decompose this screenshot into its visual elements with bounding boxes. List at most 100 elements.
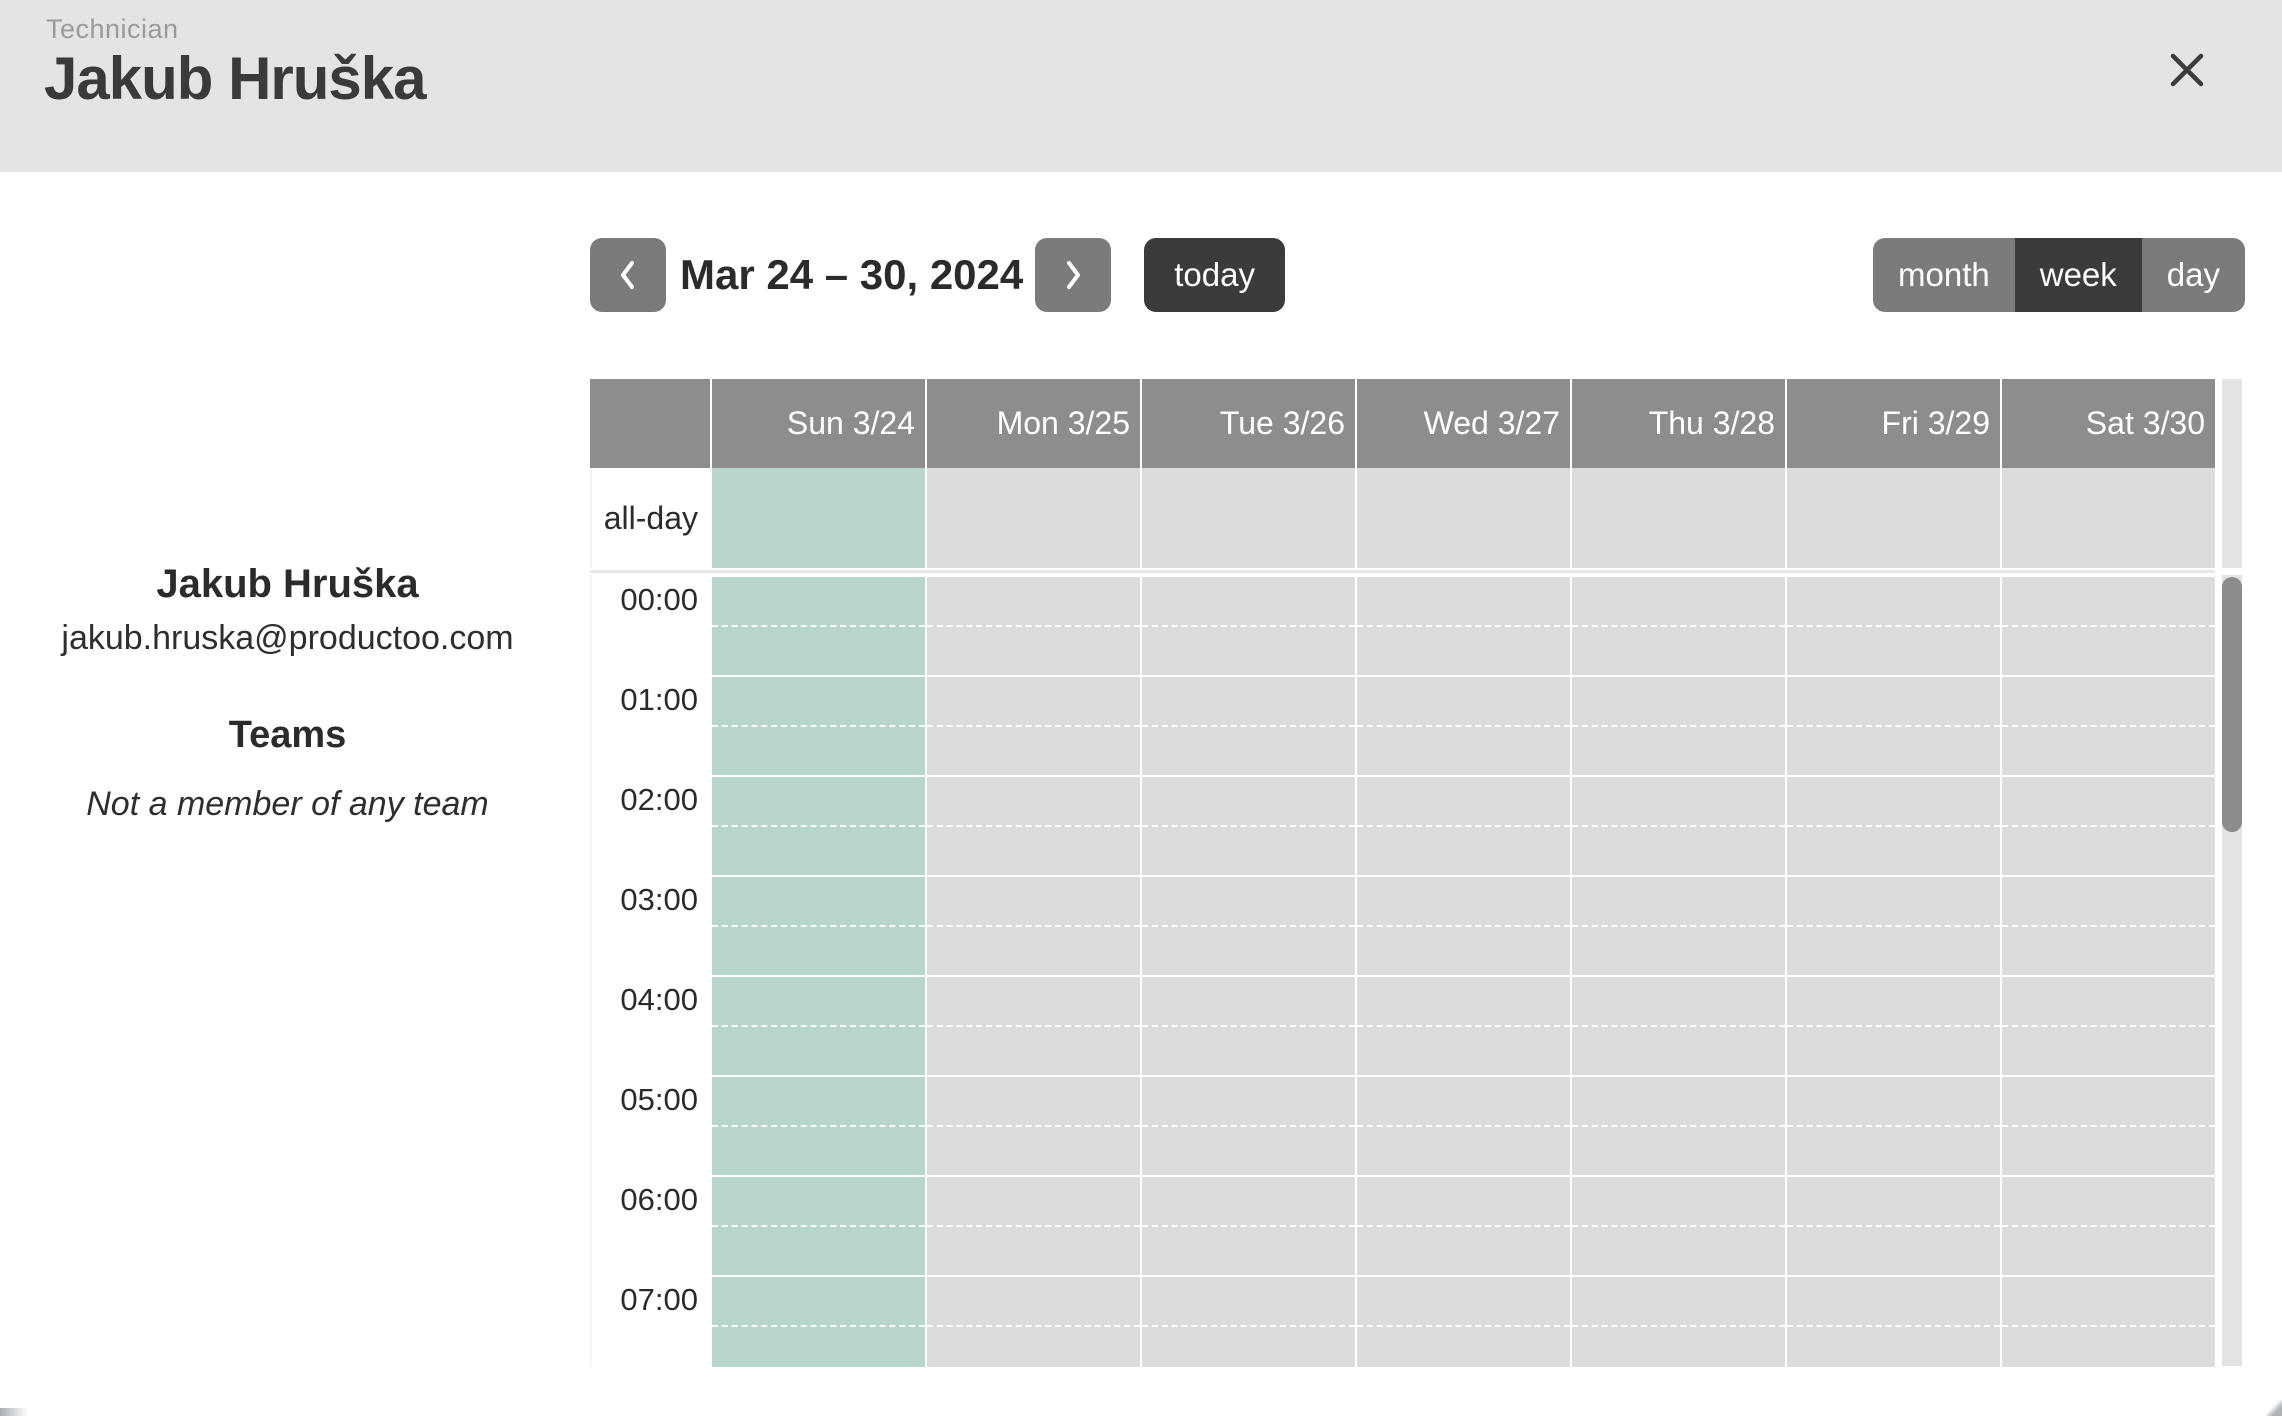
calendar-header-row: Sun 3/24 Mon 3/25 Tue 3/26 Wed 3/27 Thu … [590,379,2215,468]
calendar-title: Mar 24 – 30, 2024 [680,251,1024,298]
time-slot[interactable] [712,675,925,775]
day-column-fri [1785,575,2000,1367]
all-day-cell-sat[interactable] [2000,468,2215,568]
time-slot[interactable] [927,875,1140,975]
close-icon [2162,45,2212,95]
time-label: 02:00 [620,782,698,817]
time-slot[interactable] [1142,875,1355,975]
time-slot[interactable] [1142,775,1355,875]
time-slot[interactable] [1572,575,1785,675]
time-slot[interactable] [1142,1175,1355,1275]
time-slot[interactable] [1572,1275,1785,1367]
time-slot[interactable] [2002,1175,2215,1275]
time-slot[interactable] [2002,575,2215,675]
day-column-thu [1570,575,1785,1367]
time-label: 05:00 [620,1082,698,1117]
profile-panel: Jakub Hruška jakub.hruska@productoo.com … [0,540,575,824]
all-day-cell-tue[interactable] [1140,468,1355,568]
all-day-cell-sun[interactable] [710,468,925,568]
week-calendar: Sun 3/24 Mon 3/25 Tue 3/26 Wed 3/27 Thu … [590,379,2215,1367]
time-slot[interactable] [1357,775,1570,875]
time-grid: 00:00 01:00 02:00 03:00 04:00 05:00 06:0… [590,575,2215,1367]
time-slot[interactable] [1357,675,1570,775]
time-slot[interactable] [712,775,925,875]
time-slot[interactable] [1572,775,1785,875]
time-slot[interactable] [1142,1275,1355,1367]
day-column-sun [710,575,925,1367]
resize-grip [2266,1400,2282,1416]
time-slot[interactable] [1787,975,2000,1075]
time-slot[interactable] [1787,575,2000,675]
time-slot[interactable] [1787,1175,2000,1275]
time-slot[interactable] [1357,1075,1570,1175]
view-week-button[interactable]: week [2014,238,2142,312]
time-slot[interactable] [1787,675,2000,775]
view-day-button[interactable]: day [2141,238,2245,312]
time-slot[interactable] [1142,1075,1355,1175]
time-slot[interactable] [1357,1175,1570,1275]
chevron-right-icon [1056,256,1090,294]
time-slot[interactable] [712,1075,925,1175]
time-slot[interactable] [1787,875,2000,975]
close-button[interactable] [2162,45,2212,95]
time-slot[interactable] [1357,975,1570,1075]
teams-empty-note: Not a member of any team [86,785,489,823]
scrollbar-thumb[interactable] [2222,577,2242,832]
time-slot[interactable] [2002,1275,2215,1367]
profile-name: Jakub Hruška [156,562,419,606]
all-day-cell-thu[interactable] [1570,468,1785,568]
time-slot[interactable] [712,875,925,975]
time-slot[interactable] [2002,775,2215,875]
day-header-tue: Tue 3/26 [1140,379,1355,468]
time-slot[interactable] [1787,775,2000,875]
all-day-cell-fri[interactable] [1785,468,2000,568]
time-slot[interactable] [1787,1075,2000,1175]
time-slot[interactable] [1142,575,1355,675]
time-slot[interactable] [712,1275,925,1367]
time-slot[interactable] [927,1175,1140,1275]
time-slot[interactable] [2002,975,2215,1075]
time-slot[interactable] [1572,875,1785,975]
time-slot[interactable] [2002,875,2215,975]
time-slot[interactable] [927,975,1140,1075]
time-slot[interactable] [927,575,1140,675]
time-slot[interactable] [1142,975,1355,1075]
time-label: 00:00 [620,582,698,617]
time-label: 04:00 [620,982,698,1017]
day-header-fri: Fri 3/29 [1785,379,2000,468]
time-slot[interactable] [927,1075,1140,1175]
time-slot[interactable] [927,675,1140,775]
time-slot[interactable] [1572,675,1785,775]
today-button[interactable]: today [1144,238,1285,312]
time-label: 03:00 [620,882,698,917]
time-label: 06:00 [620,1182,698,1217]
time-label: 01:00 [620,682,698,717]
time-slot[interactable] [1787,1275,2000,1367]
time-slot[interactable] [1357,1275,1570,1367]
day-column-mon [925,575,1140,1367]
prev-week-button[interactable] [590,238,666,312]
day-column-tue [1140,575,1355,1367]
time-slot[interactable] [712,1175,925,1275]
time-slot[interactable] [927,1275,1140,1367]
time-gutter: 00:00 01:00 02:00 03:00 04:00 05:00 06:0… [590,575,710,1367]
time-slot[interactable] [1572,1075,1785,1175]
time-slot[interactable] [1357,875,1570,975]
all-day-cell-wed[interactable] [1355,468,1570,568]
scrollbar-gutter-top [2222,379,2242,568]
time-label: 07:00 [620,1282,698,1317]
time-slot[interactable] [927,775,1140,875]
view-switcher: month week day [1873,238,2245,312]
time-slot[interactable] [1572,1175,1785,1275]
time-slot[interactable] [1357,575,1570,675]
time-slot[interactable] [1572,975,1785,1075]
all-day-cell-mon[interactable] [925,468,1140,568]
time-slot[interactable] [712,575,925,675]
time-slot[interactable] [712,975,925,1075]
view-month-button[interactable]: month [1873,238,2015,312]
time-slot[interactable] [2002,1075,2215,1175]
time-slot[interactable] [2002,675,2215,775]
all-day-divider [590,568,2215,575]
time-slot[interactable] [1142,675,1355,775]
next-week-button[interactable] [1035,238,1112,312]
